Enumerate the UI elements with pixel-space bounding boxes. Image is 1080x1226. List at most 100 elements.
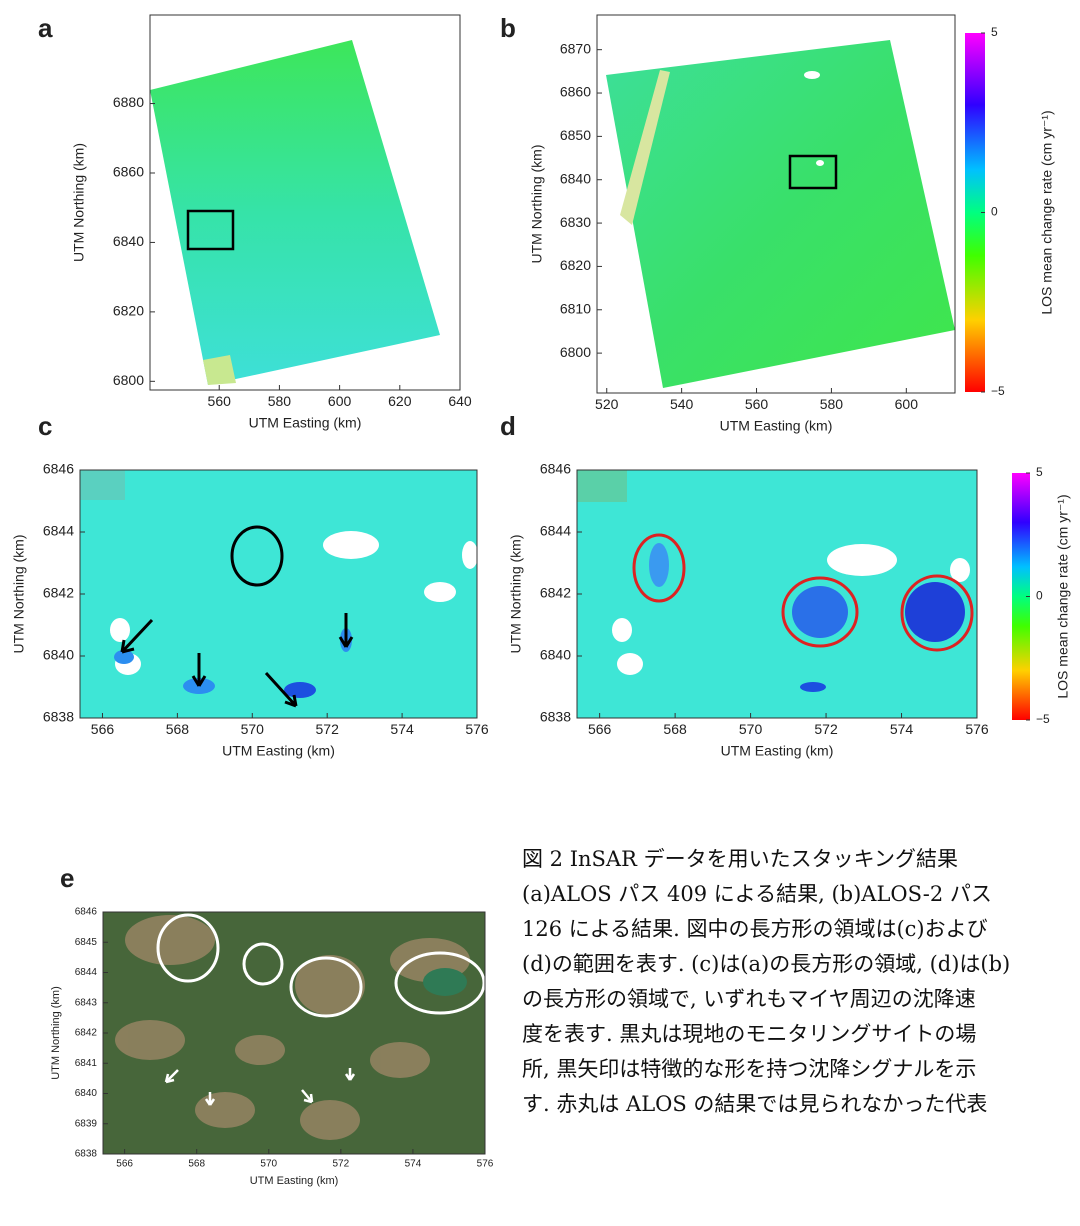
x-tick-label: 600 bbox=[328, 393, 352, 409]
caption-line: (d)の範囲を表す. (c)は(a)の長方形の領域, (d)は(b) bbox=[522, 952, 1011, 976]
panel-label: a bbox=[38, 13, 53, 43]
panel-label: e bbox=[60, 863, 74, 893]
x-tick-label: 640 bbox=[448, 393, 472, 409]
x-tick-label: 574 bbox=[890, 721, 914, 737]
y-axis-label: UTM Northing (km) bbox=[11, 534, 27, 653]
plot-frame bbox=[149, 14, 461, 391]
x-tick-label: 566 bbox=[588, 721, 612, 737]
y-axis-label: UTM Northing (km) bbox=[50, 986, 62, 1080]
y-tick-label: 6839 bbox=[75, 1118, 98, 1129]
x-tick-label: 580 bbox=[820, 396, 844, 412]
colorbar-label: LOS mean change rate (cm yr⁻¹) bbox=[1039, 110, 1055, 314]
x-tick-label: 576 bbox=[965, 721, 989, 737]
x-tick-label: 568 bbox=[663, 721, 687, 737]
colorbar-tick-label: −5 bbox=[1036, 712, 1050, 726]
y-tick-label: 6820 bbox=[560, 257, 591, 273]
colorbar-label: LOS mean change rate (cm yr⁻¹) bbox=[1055, 494, 1071, 698]
map-e bbox=[103, 912, 486, 1154]
y-tick-label: 6850 bbox=[560, 127, 591, 143]
map-d bbox=[577, 470, 977, 718]
caption-line: 図 2 InSAR データを用いたスタッキング結果 bbox=[522, 847, 958, 871]
panel-label: d bbox=[500, 411, 516, 441]
y-tick-label: 6845 bbox=[75, 937, 98, 948]
y-tick-label: 6800 bbox=[113, 372, 144, 388]
y-tick-label: 6841 bbox=[75, 1058, 98, 1069]
y-tick-label: 6846 bbox=[75, 907, 98, 918]
x-tick-label: 566 bbox=[91, 721, 115, 737]
y-tick-label: 6840 bbox=[113, 233, 144, 249]
x-tick-label: 560 bbox=[208, 393, 232, 409]
x-tick-label: 520 bbox=[595, 396, 619, 412]
x-axis-label: UTM Easting (km) bbox=[720, 418, 833, 434]
x-tick-label: 568 bbox=[188, 1159, 205, 1170]
y-tick-label: 6843 bbox=[75, 997, 98, 1008]
caption-line: (a)ALOS パス 409 による結果, (b)ALOS-2 パス bbox=[522, 882, 992, 906]
x-axis-label: UTM Easting (km) bbox=[721, 743, 834, 759]
x-tick-label: 576 bbox=[477, 1159, 494, 1170]
colorbar-tick-label: 5 bbox=[991, 25, 998, 39]
y-tick-label: 6830 bbox=[560, 214, 591, 230]
y-tick-label: 6840 bbox=[540, 647, 571, 663]
caption-line: 度を表す. 黒丸は現地のモニタリングサイトの場 bbox=[522, 1022, 977, 1046]
y-tick-label: 6838 bbox=[43, 709, 74, 725]
y-axis-label: UTM Northing (km) bbox=[71, 143, 87, 262]
x-tick-label: 572 bbox=[814, 721, 838, 737]
y-tick-label: 6840 bbox=[75, 1088, 98, 1099]
x-tick-label: 600 bbox=[895, 396, 919, 412]
y-tick-label: 6840 bbox=[43, 647, 74, 663]
x-tick-label: 570 bbox=[241, 721, 265, 737]
y-tick-label: 6860 bbox=[113, 164, 144, 180]
colorbar-tick-label: 0 bbox=[1036, 589, 1043, 603]
y-tick-label: 6880 bbox=[113, 94, 144, 110]
x-tick-label: 574 bbox=[390, 721, 414, 737]
y-tick-label: 6846 bbox=[43, 461, 74, 477]
x-tick-label: 566 bbox=[116, 1159, 133, 1170]
x-tick-label: 620 bbox=[388, 393, 412, 409]
panel-label: c bbox=[38, 411, 52, 441]
y-tick-label: 6810 bbox=[560, 300, 591, 316]
x-tick-label: 572 bbox=[316, 721, 340, 737]
y-tick-label: 6842 bbox=[540, 585, 571, 601]
y-axis-label: UTM Northing (km) bbox=[508, 534, 524, 653]
colorbar-tick-label: 0 bbox=[991, 205, 998, 219]
caption: 図 2 InSAR データを用いたスタッキング結果 (a)ALOS パス 409… bbox=[522, 842, 1080, 1122]
y-tick-label: 6840 bbox=[560, 170, 591, 186]
y-tick-label: 6838 bbox=[75, 1149, 98, 1160]
x-tick-label: 572 bbox=[333, 1159, 350, 1170]
map-c bbox=[80, 470, 478, 718]
y-tick-label: 6870 bbox=[560, 40, 591, 56]
y-tick-label: 6844 bbox=[43, 523, 74, 539]
x-axis-label: UTM Easting (km) bbox=[250, 1175, 339, 1187]
x-tick-label: 570 bbox=[260, 1159, 277, 1170]
x-tick-label: 560 bbox=[745, 396, 769, 412]
colorbar-b bbox=[965, 33, 985, 392]
panel-label: b bbox=[500, 13, 516, 43]
x-tick-label: 576 bbox=[465, 721, 489, 737]
caption-line: す. 赤丸は ALOS の結果では見られなかった代表 bbox=[522, 1092, 988, 1116]
map-b bbox=[606, 40, 955, 388]
x-tick-label: 580 bbox=[268, 393, 292, 409]
y-tick-label: 6846 bbox=[540, 461, 571, 477]
y-tick-label: 6860 bbox=[560, 84, 591, 100]
x-axis-label: UTM Easting (km) bbox=[249, 415, 362, 431]
y-tick-label: 6844 bbox=[75, 967, 98, 978]
caption-line: の長方形の領域で, いずれもマイヤ周辺の沈降速 bbox=[522, 987, 976, 1011]
x-tick-label: 574 bbox=[405, 1159, 422, 1170]
plot-frame bbox=[596, 14, 956, 394]
y-tick-label: 6842 bbox=[43, 585, 74, 601]
x-tick-label: 568 bbox=[166, 721, 190, 737]
y-tick-label: 6838 bbox=[540, 709, 571, 725]
y-tick-label: 6800 bbox=[560, 344, 591, 360]
x-axis-label: UTM Easting (km) bbox=[222, 743, 335, 759]
colorbar-d bbox=[1012, 473, 1030, 720]
y-axis-label: UTM Northing (km) bbox=[529, 144, 545, 263]
caption-line: 126 による結果. 図中の長方形の領域は(c)および bbox=[522, 917, 988, 941]
colorbar-tick-label: 5 bbox=[1036, 465, 1043, 479]
colorbar-tick-label: −5 bbox=[991, 384, 1005, 398]
caption-line: 所, 黒矢印は特徴的な形を持つ沈降シグナルを示 bbox=[522, 1057, 977, 1081]
y-tick-label: 6842 bbox=[75, 1028, 98, 1039]
x-tick-label: 570 bbox=[739, 721, 763, 737]
x-tick-label: 540 bbox=[670, 396, 694, 412]
